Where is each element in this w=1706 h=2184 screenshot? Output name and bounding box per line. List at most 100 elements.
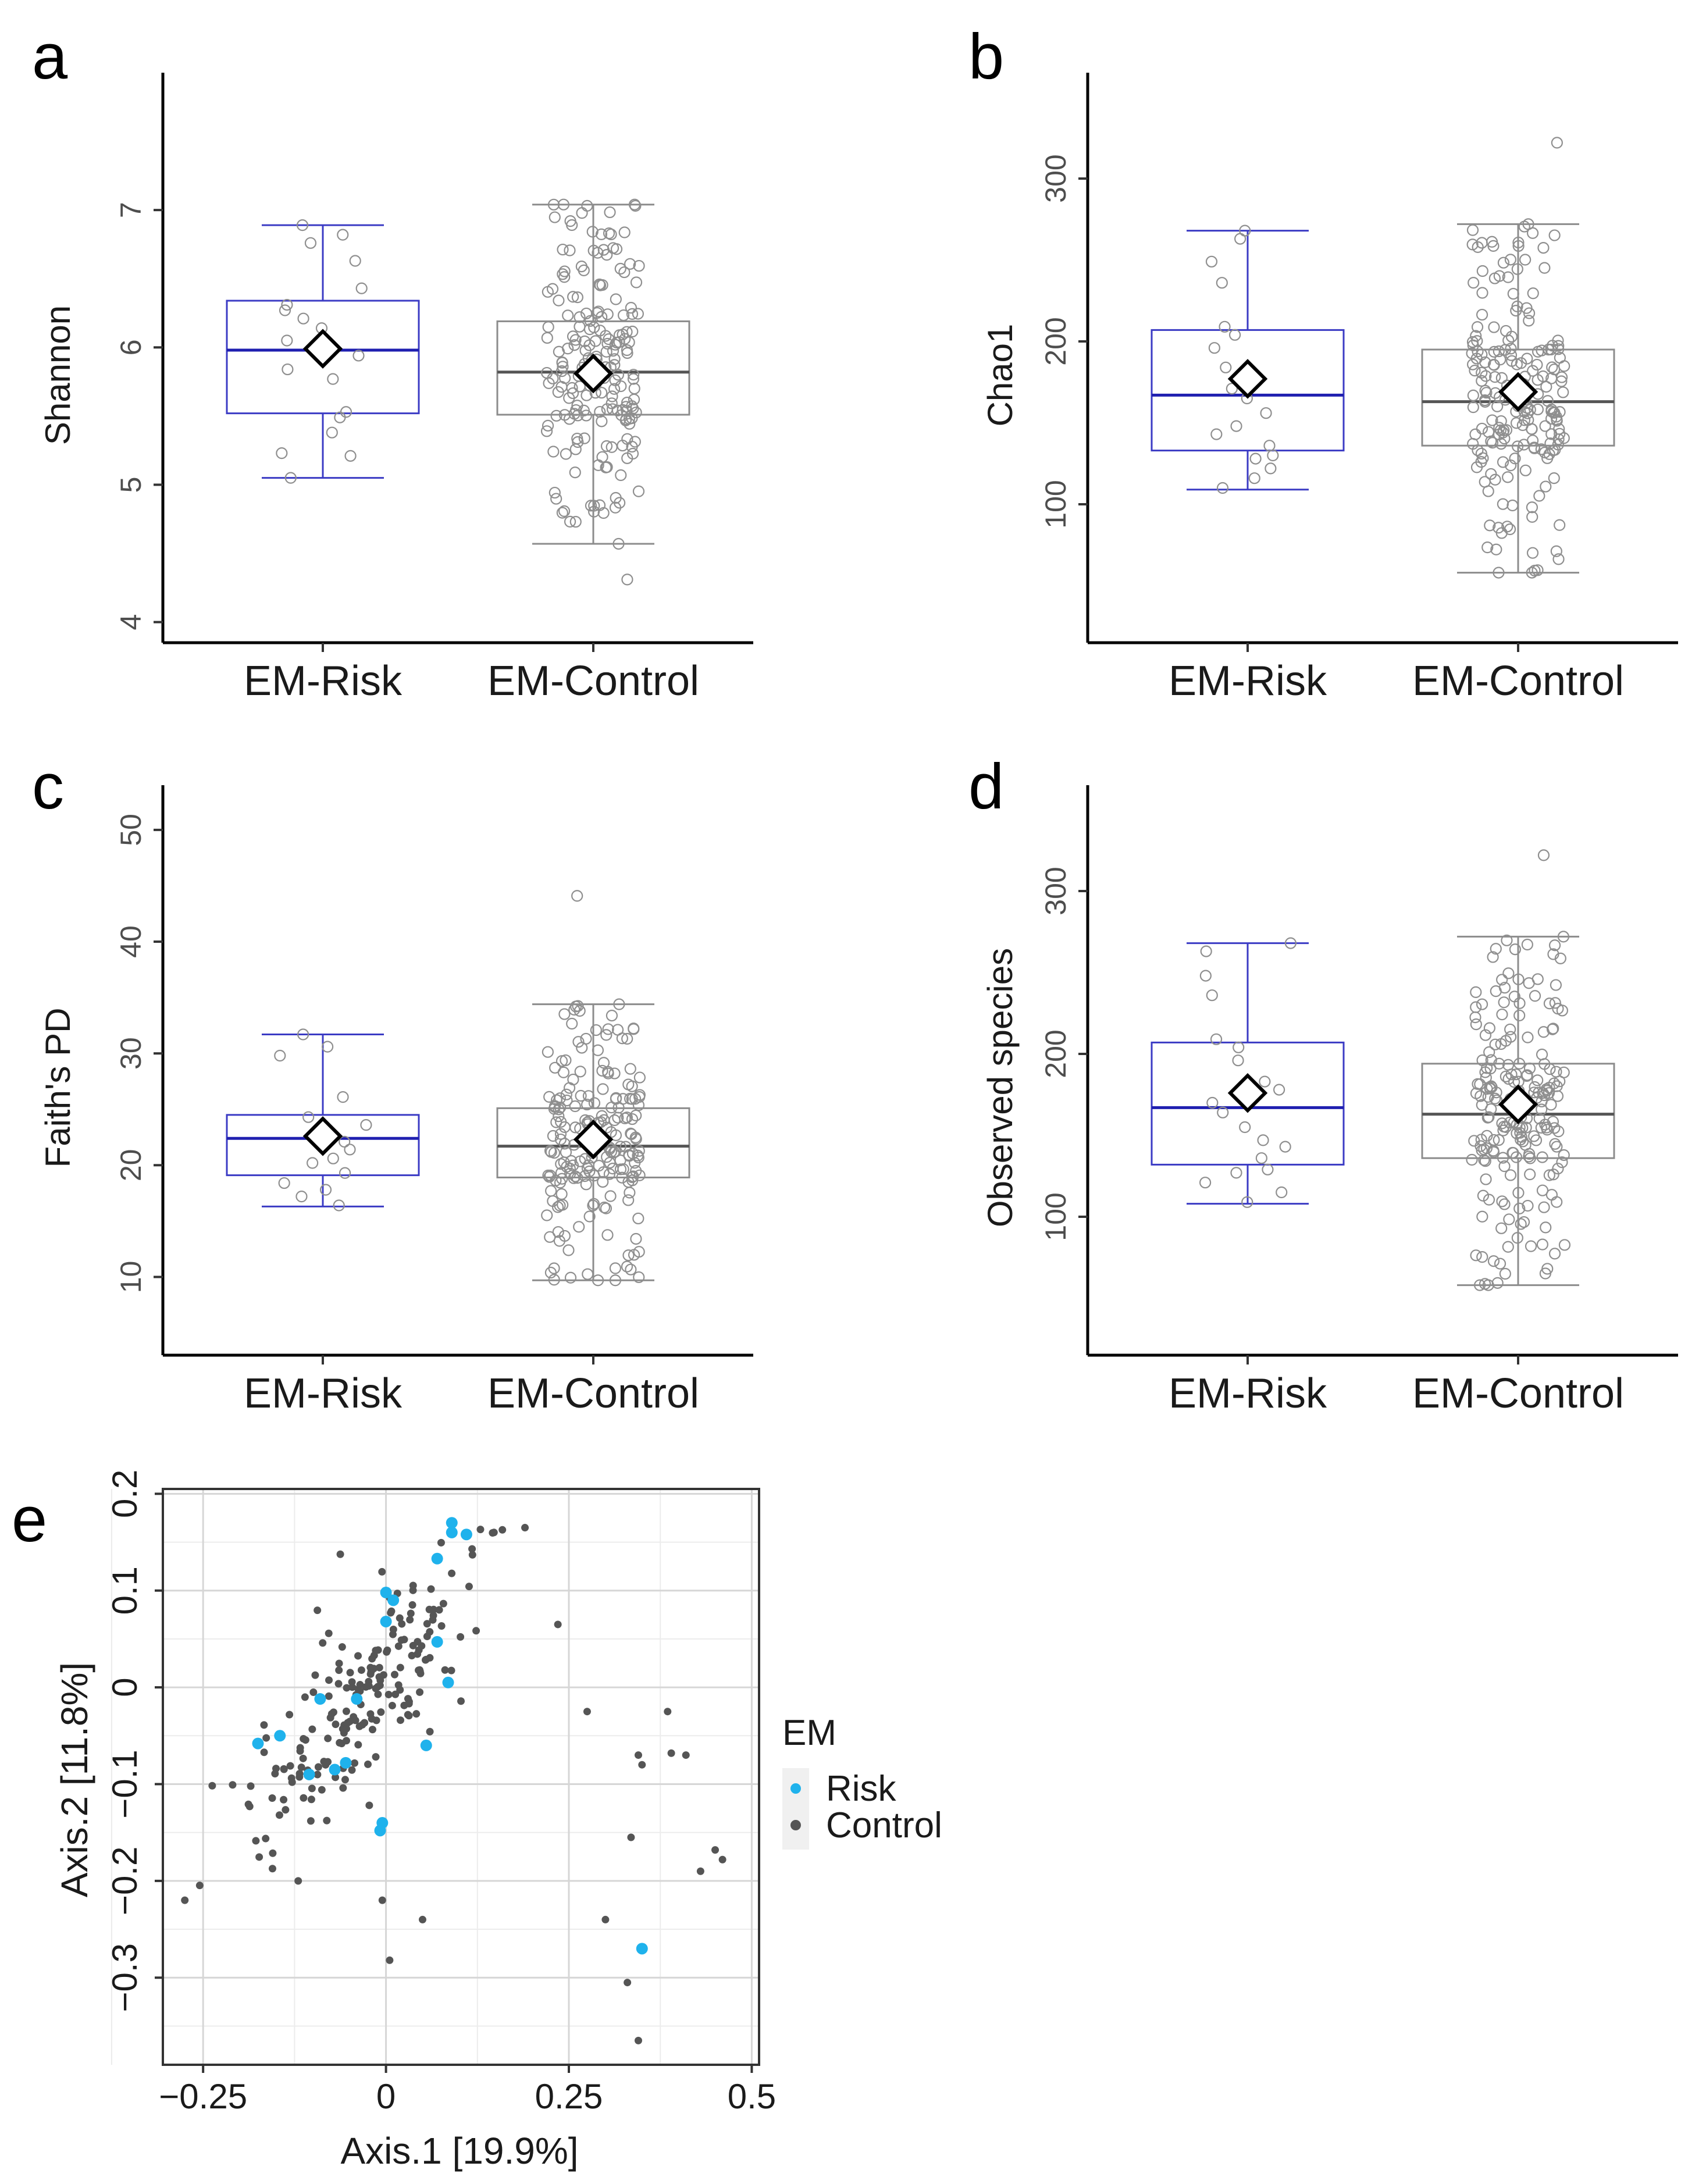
y-tick-label: 10 <box>115 1261 147 1294</box>
point-control <box>372 1684 379 1692</box>
data-point <box>577 208 587 218</box>
point-control <box>697 1868 704 1875</box>
data-point <box>1500 1199 1510 1209</box>
point-control <box>422 1656 429 1664</box>
data-point <box>1469 1135 1479 1146</box>
data-point <box>1280 1142 1291 1152</box>
data-point <box>1259 1077 1270 1087</box>
data-point <box>1537 1239 1548 1250</box>
data-point <box>607 1010 617 1021</box>
box-em-risk <box>1152 938 1344 1207</box>
data-point <box>345 1144 355 1155</box>
data-point <box>1551 980 1561 991</box>
data-point <box>1550 1248 1560 1259</box>
data-point <box>1470 1002 1481 1013</box>
data-point <box>548 446 558 457</box>
point-control <box>280 1796 287 1804</box>
data-point <box>1520 465 1531 476</box>
point-risk <box>446 1527 458 1538</box>
data-point <box>1527 435 1538 446</box>
point-control <box>280 1766 288 1773</box>
panel-letter-d: d <box>968 751 1004 822</box>
point-control <box>339 1643 346 1651</box>
point-control <box>255 1853 263 1861</box>
x-tick-label: EM-Risk <box>244 1370 403 1417</box>
point-control <box>300 1794 307 1802</box>
data-point <box>557 269 568 279</box>
data-point <box>576 261 587 272</box>
data-point <box>1527 548 1538 558</box>
point-control <box>407 1609 415 1617</box>
point-control <box>295 1773 303 1781</box>
data-point <box>1527 502 1537 512</box>
point-control <box>416 1688 423 1696</box>
data-point <box>1233 1055 1244 1066</box>
data-point <box>610 1068 620 1079</box>
y-axis-label: Shannon <box>38 305 77 445</box>
panel-letter-e: e <box>12 1484 47 1555</box>
point-control <box>390 1626 397 1633</box>
data-point <box>1533 347 1543 357</box>
point-control <box>269 1794 276 1802</box>
data-point <box>1552 1091 1563 1102</box>
data-point <box>282 335 292 345</box>
data-point <box>1505 1170 1516 1180</box>
panel-a: a4567ShannonEM-Risk EM-Control <box>32 21 753 704</box>
y-tick-label: 300 <box>1039 867 1072 915</box>
panel-b: b100200300Chao1EM-Risk EM-Control <box>968 21 1678 704</box>
point-risk <box>375 1825 386 1836</box>
point-control <box>404 1711 412 1719</box>
point-control <box>286 1711 293 1718</box>
data-point <box>543 322 554 332</box>
data-point <box>542 1210 552 1221</box>
point-control <box>395 1643 403 1650</box>
box-em-risk <box>227 220 419 483</box>
data-point <box>571 444 581 454</box>
point-control <box>229 1781 236 1788</box>
point-control <box>339 1784 347 1792</box>
data-point <box>1265 463 1276 473</box>
data-point <box>1530 991 1540 1001</box>
point-control <box>583 1708 591 1715</box>
point-control <box>412 1710 420 1718</box>
point-control <box>325 1676 333 1684</box>
mean-diamond <box>1230 361 1265 396</box>
point-control <box>469 1551 476 1559</box>
data-point <box>1468 225 1478 236</box>
point-control <box>386 1957 393 1964</box>
x-tick-label: EM-Risk <box>1169 658 1327 704</box>
data-point <box>610 1115 620 1125</box>
point-control <box>405 1700 413 1708</box>
point-control <box>400 1636 408 1643</box>
x-tick-label: EM-Control <box>487 658 699 704</box>
data-point <box>558 244 568 255</box>
point-control <box>426 1728 434 1736</box>
data-point <box>1549 473 1559 483</box>
point-control <box>282 1806 289 1814</box>
data-point <box>570 1101 580 1111</box>
y-axis-label: Chao1 <box>981 324 1020 427</box>
panel-letter-c: c <box>32 751 64 822</box>
data-point <box>338 1092 348 1102</box>
point-control <box>308 1726 316 1733</box>
data-point <box>1217 483 1228 493</box>
y-tick-label: 30 <box>115 1037 147 1070</box>
y-tick-label: 200 <box>1039 1029 1072 1078</box>
point-control <box>373 1716 380 1724</box>
point-control <box>428 1586 435 1593</box>
data-point <box>1540 482 1551 492</box>
data-point <box>633 1213 643 1224</box>
data-point <box>558 1067 569 1078</box>
data-point <box>307 1157 318 1168</box>
data-point <box>1503 1242 1513 1252</box>
data-point <box>1468 359 1478 370</box>
data-point <box>576 1091 586 1101</box>
data-point <box>543 1047 553 1057</box>
data-point <box>1495 1259 1505 1269</box>
data-point <box>1489 360 1500 370</box>
point-control <box>336 1659 343 1667</box>
data-point <box>1276 1187 1287 1198</box>
point-control <box>252 1837 259 1844</box>
data-point <box>1267 450 1278 461</box>
data-point <box>1256 1153 1267 1163</box>
